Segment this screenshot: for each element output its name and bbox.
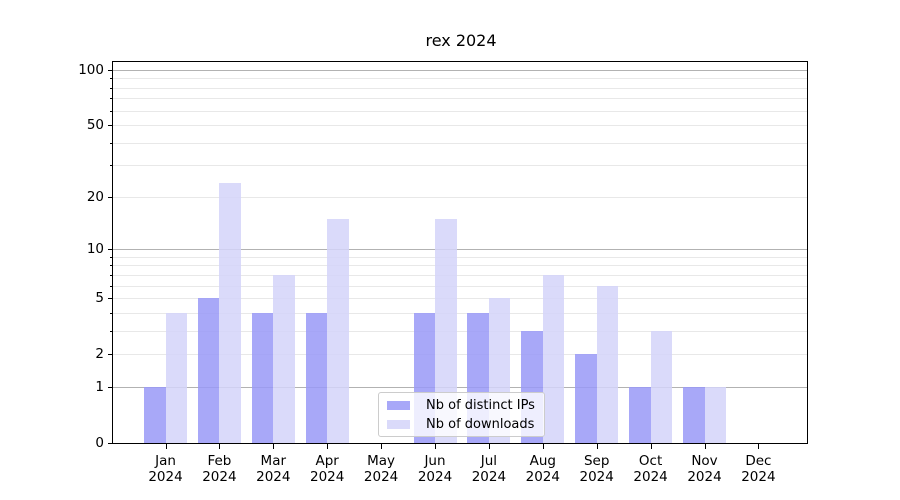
gridline-minor — [113, 274, 807, 276]
x-tick-mark — [273, 444, 275, 449]
y-minor-tick-mark — [110, 110, 113, 112]
y-minor-tick-mark — [110, 87, 113, 89]
gridline-minor — [113, 87, 807, 89]
x-tick-mark — [758, 444, 760, 449]
y-tick-mark — [108, 125, 113, 127]
bar-downloads — [165, 312, 187, 443]
x-tick-mark — [327, 444, 329, 449]
y-tick-mark — [108, 443, 113, 444]
gridline-minor — [113, 256, 807, 258]
y-tick-mark — [108, 354, 113, 356]
x-tick-mark — [219, 444, 221, 449]
y-minor-tick-mark — [110, 312, 113, 314]
x-tick-mark — [488, 444, 490, 449]
y-minor-tick-mark — [110, 274, 113, 276]
legend-swatch-downloads — [387, 419, 410, 429]
y-minor-tick-mark — [110, 78, 113, 80]
bar-distinct-ips — [197, 298, 220, 443]
x-tick-label: Dec 2024 — [741, 453, 776, 485]
x-tick-label: Apr 2024 — [310, 453, 345, 485]
gridline-minor — [113, 265, 807, 267]
gridline-major — [113, 69, 807, 71]
y-tick-label: 5 — [95, 290, 104, 307]
chart-title: rex 2024 — [425, 31, 497, 50]
x-tick-label: Nov 2024 — [687, 453, 722, 485]
y-tick-mark — [108, 386, 113, 388]
x-tick-label: Oct 2024 — [633, 453, 668, 485]
gridline-minor — [113, 354, 807, 356]
gridline-minor — [113, 110, 807, 112]
bar-downloads — [435, 218, 457, 443]
gridline-minor — [113, 165, 807, 167]
bar-distinct-ips — [629, 386, 651, 443]
y-minor-tick-mark — [110, 256, 113, 258]
x-tick-label: Feb 2024 — [202, 453, 237, 485]
legend-item-downloads: Nb of downloads — [387, 417, 536, 432]
gridline-minor — [113, 298, 807, 300]
x-tick-label: Jul 2024 — [471, 453, 507, 485]
plot-area — [112, 61, 808, 444]
y-minor-tick-mark — [110, 265, 113, 267]
bar-distinct-ips — [251, 312, 274, 443]
bar-downloads — [542, 274, 565, 443]
gridline-minor — [113, 312, 807, 314]
y-tick-mark — [108, 69, 113, 71]
gridline-minor — [113, 78, 807, 80]
gridline-major — [113, 386, 807, 388]
x-tick-mark — [542, 444, 544, 449]
x-tick-mark — [596, 444, 598, 449]
gridline-minor — [113, 125, 807, 127]
bar-distinct-ips — [144, 386, 166, 443]
legend-label-downloads: Nb of downloads — [426, 416, 535, 432]
y-tick-label: 50 — [86, 117, 104, 134]
bar-distinct-ips — [683, 386, 705, 443]
bar-distinct-ips — [575, 354, 597, 443]
x-tick-label: May 2024 — [363, 453, 399, 485]
x-tick-mark — [381, 444, 383, 449]
bar-distinct-ips — [305, 312, 328, 443]
y-tick-label: 1 — [95, 378, 104, 395]
x-tick-mark — [704, 444, 706, 449]
legend-label-distinct-ips: Nb of distinct IPs — [426, 397, 535, 413]
x-tick-label: Aug 2024 — [525, 453, 560, 485]
bar-downloads — [273, 274, 295, 443]
gridline-minor — [113, 142, 807, 144]
bar-downloads — [596, 285, 619, 443]
y-tick-mark — [108, 298, 113, 300]
bar-downloads — [327, 218, 349, 443]
y-tick-label: 100 — [78, 61, 104, 78]
gridline-minor — [113, 196, 807, 198]
gridline-minor — [113, 330, 807, 332]
x-tick-label: Mar 2024 — [256, 453, 291, 485]
y-minor-tick-mark — [110, 98, 113, 100]
x-tick-label: Sep 2024 — [579, 453, 614, 485]
y-minor-tick-mark — [110, 330, 113, 332]
x-tick-label: Jan 2024 — [148, 453, 183, 485]
gridline-major — [113, 249, 807, 251]
legend-swatch-distinct-ips — [387, 400, 410, 410]
y-tick-label: 2 — [95, 346, 104, 363]
y-tick-label: 20 — [86, 188, 104, 205]
y-minor-tick-mark — [110, 165, 113, 167]
gridline-minor — [113, 285, 807, 287]
legend-item-distinct-ips: Nb of distinct IPs — [387, 398, 536, 413]
bar-downloads — [219, 182, 241, 443]
y-minor-tick-mark — [110, 285, 113, 287]
x-tick-mark — [650, 444, 652, 449]
x-tick-label: Jun 2024 — [417, 453, 453, 485]
bar-downloads — [704, 386, 726, 443]
y-minor-tick-mark — [110, 142, 113, 144]
bar-downloads — [650, 330, 673, 443]
legend: Nb of distinct IPs Nb of downloads — [378, 392, 545, 437]
y-tick-mark — [108, 249, 113, 251]
y-tick-label: 0 — [95, 435, 104, 451]
y-tick-mark — [108, 196, 113, 198]
x-tick-mark — [435, 444, 436, 449]
y-tick-label: 10 — [86, 241, 104, 258]
x-tick-mark — [165, 444, 167, 449]
gridline-minor — [113, 98, 807, 100]
